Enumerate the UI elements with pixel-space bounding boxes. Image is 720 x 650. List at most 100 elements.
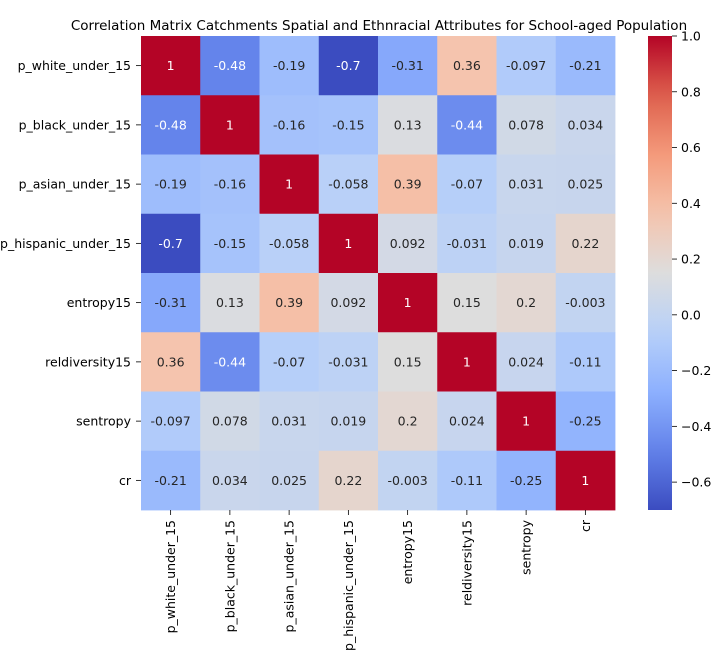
cell-value-label: 1	[285, 177, 293, 192]
heatmap-cell	[555, 154, 616, 215]
colorbar-tick-label: 1.0	[681, 29, 701, 44]
cell-value-label: 0.22	[334, 473, 362, 488]
heatmap-cell	[259, 273, 320, 333]
cell-value-label: -0.19	[154, 177, 186, 192]
cell-value-label: 0.2	[398, 414, 418, 429]
heatmap-cell	[200, 273, 260, 333]
heatmap-cell	[437, 154, 497, 215]
cell-value-label: -0.7	[158, 236, 182, 251]
heatmap-cell	[318, 95, 379, 155]
cell-value-label: -0.003	[565, 295, 605, 310]
cell-value-label: 0.019	[508, 236, 544, 251]
heatmap-cell	[141, 273, 201, 333]
cell-value-label: 0.024	[508, 354, 544, 369]
cell-value-label: -0.058	[269, 236, 309, 251]
heatmap-cell	[200, 213, 260, 274]
cell-value-label: -0.44	[214, 354, 246, 369]
cell-value-label: 0.031	[271, 414, 307, 429]
heatmap-cell	[496, 391, 557, 452]
row-label: p_white_under_15	[18, 58, 131, 73]
cell-value-label: -0.058	[328, 177, 368, 192]
heatmap-cell	[200, 154, 260, 215]
cell-value-label: -0.11	[569, 354, 601, 369]
cell-value-label: 1	[167, 58, 175, 73]
colorbar-tick-label: 0.8	[681, 84, 701, 99]
cell-value-label: 0.024	[449, 414, 485, 429]
heatmap-cell	[259, 36, 320, 96]
cell-value-label: 0.2	[516, 295, 536, 310]
heatmap-cell	[141, 391, 201, 452]
heatmap-cell	[555, 273, 616, 333]
heatmap-cell	[437, 36, 497, 96]
cell-value-label: -0.031	[447, 236, 487, 251]
cell-value-label: -0.48	[154, 117, 186, 132]
heatmap-cell	[378, 154, 438, 215]
heatmap-cell	[318, 450, 379, 511]
cell-value-label: -0.44	[451, 117, 483, 132]
heatmap-cell	[437, 332, 497, 392]
cell-value-label: 1	[463, 354, 471, 369]
cell-value-label: 0.034	[212, 473, 248, 488]
heatmap-cell	[555, 391, 616, 452]
heatmap-cell	[318, 273, 379, 333]
heatmap-cell	[141, 36, 201, 96]
column-label: reldiversity15	[459, 520, 474, 606]
cell-value-label: 1	[581, 473, 589, 488]
cell-value-label: 0.13	[394, 117, 422, 132]
column-label: entropy15	[400, 520, 415, 584]
chart-title: Correlation Matrix Catchments Spatial an…	[71, 18, 687, 34]
row-label: sentropy	[76, 414, 131, 429]
heatmap-cell	[259, 332, 320, 392]
colorbar-tick-label: −0.2	[681, 363, 711, 378]
column-label: p_hispanic_under_15	[341, 520, 356, 650]
cell-value-label: 0.36	[157, 354, 185, 369]
cell-value-label: -0.25	[569, 414, 601, 429]
heatmap-cell	[555, 36, 616, 96]
heatmap-cell	[378, 450, 438, 511]
cell-value-label: 0.025	[271, 473, 307, 488]
heatmap-cell	[200, 332, 260, 392]
cell-value-label: 0.019	[330, 414, 366, 429]
cell-value-label: -0.003	[387, 473, 427, 488]
heatmap-cell	[200, 391, 260, 452]
colorbar-gradient	[648, 36, 672, 510]
colorbar-tick-label: 0.2	[681, 252, 701, 267]
heatmap-cell	[378, 36, 438, 96]
heatmap-cell	[259, 450, 320, 511]
cell-value-label: 0.092	[390, 236, 426, 251]
heatmap-cell	[259, 391, 320, 452]
heatmap-cells: 1 -0.48 -0.19 -0.7 -0.31 0.36 -0.097 -0.21 -0.48…	[141, 36, 616, 511]
colorbar-tick-label: 0.6	[681, 140, 701, 155]
colorbar-tick-label: −0.6	[681, 475, 711, 490]
heatmap-cell	[141, 95, 201, 155]
heatmap-cell	[200, 95, 260, 155]
cell-value-label: -0.097	[506, 58, 546, 73]
heatmap-cell	[555, 332, 616, 392]
cell-value-label: -0.31	[154, 295, 186, 310]
cell-value-label: 1	[404, 295, 412, 310]
row-label: entropy15	[67, 295, 131, 310]
cell-value-label: -0.19	[273, 58, 305, 73]
column-label: p_black_under_15	[222, 520, 237, 632]
cell-value-label: 0.39	[275, 295, 303, 310]
heatmap-cell	[496, 154, 557, 215]
cell-value-label: 0.15	[453, 295, 481, 310]
cell-value-label: 0.39	[394, 177, 422, 192]
row-labels: p_white_under_15 p_black_under_15 p_asian_…	[0, 58, 141, 488]
heatmap-cell	[259, 95, 320, 155]
heatmap-cell	[496, 213, 557, 274]
cell-value-label: 0.025	[567, 177, 603, 192]
row-label: reldiversity15	[45, 354, 131, 369]
heatmap-cell	[259, 213, 320, 274]
cell-value-label: 0.034	[567, 117, 603, 132]
cell-value-label: 0.092	[330, 295, 366, 310]
cell-value-label: -0.31	[391, 58, 423, 73]
cell-value-label: 0.031	[508, 177, 544, 192]
column-label: cr	[578, 519, 593, 532]
cell-value-label: -0.07	[451, 177, 483, 192]
row-label: p_hispanic_under_15	[0, 236, 131, 251]
column-labels: p_white_under_15 p_black_under_15 p_asian_…	[163, 510, 593, 650]
colorbar-tick-label: −0.4	[681, 419, 711, 434]
heatmap-cell	[378, 213, 438, 274]
